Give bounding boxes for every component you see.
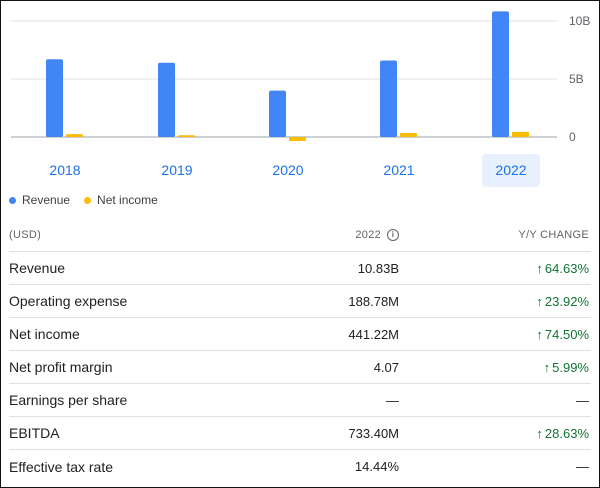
- row-label: Earnings per share: [9, 392, 128, 408]
- revenue-dot-icon: [9, 196, 16, 204]
- row-label: EBITDA: [9, 425, 60, 441]
- table-row: Operating expense 188.78M ↑ 23.92%: [9, 285, 591, 318]
- row-change: ↑ 28.63%: [399, 426, 591, 441]
- legend-net-income-label: Net income: [97, 193, 158, 207]
- table-header: (USD) 2022 i Y/Y CHANGE: [9, 219, 591, 252]
- net-income-bar-2022[interactable]: [512, 131, 529, 137]
- tab-year-2022[interactable]: 2022: [482, 154, 540, 187]
- revenue-bar-2022[interactable]: [492, 11, 509, 137]
- revenue-bar-2021[interactable]: [380, 60, 397, 137]
- row-value: 4.07: [373, 359, 399, 375]
- revenue-bar-2018[interactable]: [46, 59, 63, 137]
- legend-revenue-label: Revenue: [22, 193, 71, 207]
- y-tick-label: 0: [569, 130, 576, 144]
- row-value: 441.22M: [348, 326, 399, 342]
- y-tick-label: 5B: [569, 72, 584, 86]
- row-value: 188.78M: [348, 293, 399, 309]
- table-row: EBITDA 733.40M ↑ 28.63%: [9, 417, 591, 450]
- net-income-dot-icon: [84, 196, 92, 204]
- tab-year-2020[interactable]: 2020: [272, 162, 304, 178]
- row-change: ↑ 74.50%: [399, 327, 591, 342]
- row-change: —: [576, 459, 589, 474]
- arrow-up-icon: ↑: [536, 293, 543, 309]
- row-change: ↑ 64.63%: [399, 261, 591, 276]
- table-row: Net profit margin 4.07 ↑ 5.99%: [9, 351, 591, 384]
- row-value: 14.44%: [354, 459, 399, 474]
- arrow-up-icon: ↑: [536, 326, 543, 342]
- row-value: —: [386, 392, 399, 408]
- row-change: —: [576, 392, 589, 408]
- row-label: Operating expense: [9, 293, 128, 309]
- tab-year-2019[interactable]: 2019: [161, 162, 193, 178]
- financials-table: (USD) 2022 i Y/Y CHANGE Revenue 10.83B ↑ 64…: [9, 219, 591, 483]
- net-income-bar-2018[interactable]: [66, 134, 83, 137]
- tab-year-2018[interactable]: 2018: [49, 162, 81, 178]
- change-value: 74.50%: [544, 326, 589, 342]
- net-income-bar-2020[interactable]: [289, 137, 306, 142]
- header-unit: (USD): [9, 229, 42, 241]
- y-tick-label: 10B: [569, 14, 590, 28]
- arrow-up-icon: ↑: [536, 260, 543, 276]
- net-income-bar-2019[interactable]: [178, 135, 195, 137]
- arrow-up-icon: ↑: [543, 359, 551, 375]
- year-tabs: 2018 2019 2020 2021 2022: [9, 154, 569, 187]
- change-value: 64.63%: [544, 260, 589, 276]
- info-icon[interactable]: i: [387, 229, 399, 241]
- legend-net-income: Net income: [84, 193, 158, 207]
- row-value: 10.83B: [357, 260, 399, 276]
- chart-legend: Revenue Net income: [9, 192, 172, 208]
- table-row: Net income 441.22M ↑ 74.50%: [9, 318, 591, 351]
- table-row: Revenue 10.83B ↑ 64.63%: [9, 252, 591, 285]
- change-value: 5.99%: [552, 359, 589, 375]
- revenue-bar-2019[interactable]: [158, 62, 175, 138]
- row-change: ↑ 23.92%: [399, 294, 591, 309]
- change-value: 28.63%: [544, 425, 589, 441]
- row-value: 733.40M: [348, 425, 399, 441]
- revenue-netincome-chart: 10B 5B 0: [11, 11, 590, 144]
- change-value: 23.92%: [544, 293, 589, 309]
- legend-revenue: Revenue: [9, 193, 70, 207]
- row-label: Effective tax rate: [9, 458, 114, 475]
- revenue-bar-2020[interactable]: [269, 90, 286, 137]
- arrow-up-icon: ↑: [536, 425, 543, 441]
- table-row: Effective tax rate 14.44% —: [9, 450, 591, 483]
- table-row: Earnings per share — —: [9, 384, 591, 417]
- row-label: Revenue: [9, 260, 66, 276]
- row-label: Net profit margin: [9, 359, 113, 375]
- net-income-bar-2021[interactable]: [400, 132, 417, 137]
- row-change: ↑ 5.99%: [399, 360, 591, 375]
- header-year-label: 2022: [355, 229, 381, 241]
- row-label: Net income: [9, 326, 80, 342]
- header-change: Y/Y CHANGE: [518, 229, 589, 241]
- header-year: 2022 i: [259, 229, 399, 241]
- tab-year-2021[interactable]: 2021: [383, 162, 415, 178]
